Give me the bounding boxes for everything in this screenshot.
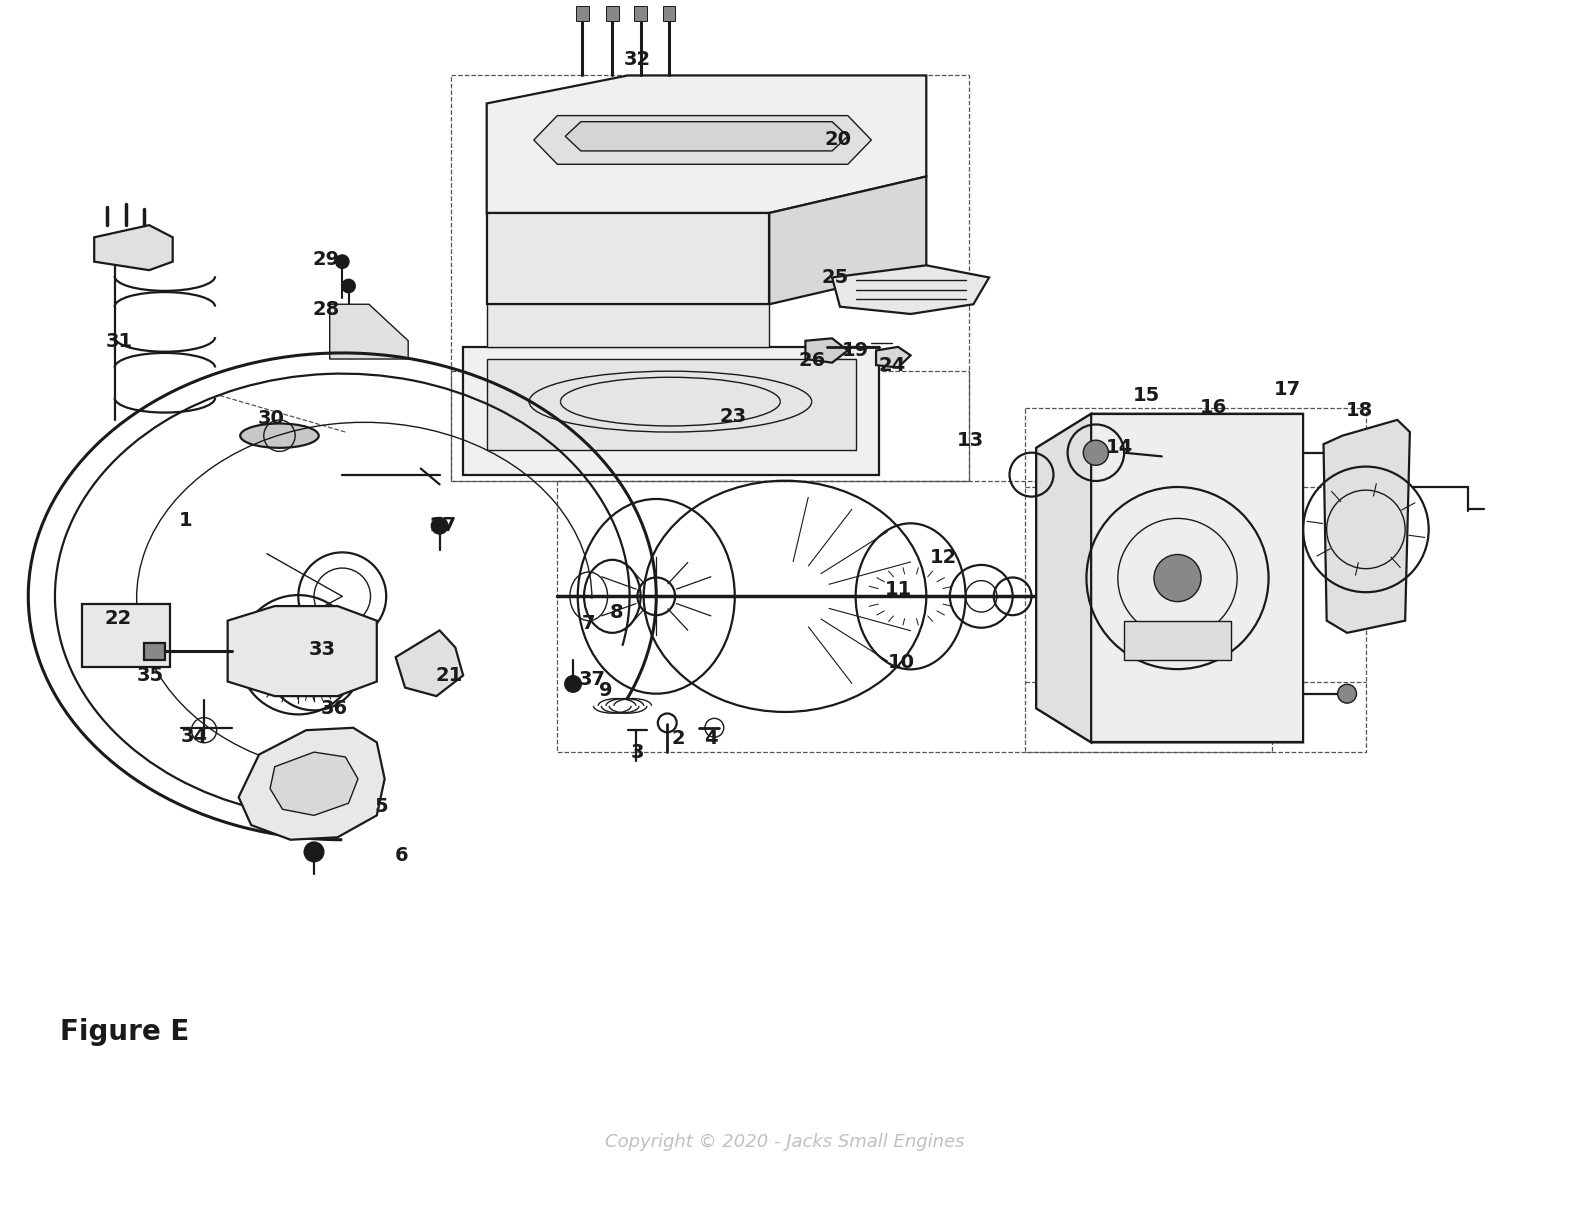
- Text: 9: 9: [600, 680, 612, 700]
- Polygon shape: [487, 359, 856, 450]
- Polygon shape: [144, 643, 165, 660]
- Text: 17: 17: [1273, 380, 1302, 399]
- Circle shape: [336, 256, 349, 268]
- Polygon shape: [1036, 414, 1091, 742]
- Text: 27: 27: [429, 516, 457, 535]
- Polygon shape: [463, 347, 879, 475]
- Text: 34: 34: [181, 727, 209, 746]
- Polygon shape: [832, 265, 989, 314]
- Circle shape: [565, 677, 581, 691]
- Polygon shape: [330, 304, 408, 359]
- Polygon shape: [396, 630, 463, 696]
- Text: 33: 33: [308, 640, 336, 660]
- Polygon shape: [1036, 414, 1303, 742]
- Bar: [1124, 621, 1231, 660]
- Polygon shape: [270, 752, 358, 815]
- Text: 23: 23: [719, 406, 747, 426]
- Circle shape: [1083, 441, 1108, 465]
- Circle shape: [283, 639, 314, 671]
- Bar: [606, 6, 619, 21]
- Text: 7: 7: [582, 613, 595, 633]
- Ellipse shape: [240, 424, 319, 448]
- Text: 11: 11: [884, 579, 912, 599]
- Text: 28: 28: [312, 299, 341, 319]
- Bar: [576, 6, 589, 21]
- Polygon shape: [487, 304, 769, 347]
- Text: Figure E: Figure E: [60, 1017, 188, 1047]
- Text: 22: 22: [104, 608, 132, 628]
- Polygon shape: [228, 606, 377, 696]
- Text: 2: 2: [672, 729, 685, 748]
- Text: 13: 13: [956, 431, 984, 450]
- Text: 20: 20: [824, 130, 853, 150]
- Text: 35: 35: [137, 666, 165, 685]
- Text: 15: 15: [1132, 386, 1160, 405]
- Bar: [634, 6, 647, 21]
- Polygon shape: [239, 728, 385, 840]
- Text: 5: 5: [375, 797, 388, 817]
- Text: 19: 19: [842, 341, 870, 360]
- Polygon shape: [876, 347, 911, 368]
- Text: 21: 21: [435, 666, 463, 685]
- Text: 31: 31: [105, 332, 133, 352]
- Text: 16: 16: [1199, 398, 1228, 417]
- Text: 3: 3: [631, 742, 644, 762]
- Polygon shape: [1324, 420, 1410, 633]
- Circle shape: [1154, 555, 1201, 601]
- Text: 26: 26: [798, 350, 826, 370]
- Polygon shape: [805, 338, 848, 363]
- Text: 29: 29: [312, 249, 341, 269]
- Text: 6: 6: [396, 846, 408, 865]
- Circle shape: [305, 842, 323, 862]
- Polygon shape: [487, 213, 769, 304]
- Text: 24: 24: [878, 355, 906, 375]
- Text: 18: 18: [1345, 400, 1374, 420]
- Text: 4: 4: [705, 729, 717, 748]
- Circle shape: [342, 280, 355, 292]
- Text: 14: 14: [1105, 438, 1134, 458]
- Circle shape: [432, 518, 447, 533]
- Text: 36: 36: [320, 699, 349, 718]
- Polygon shape: [82, 604, 170, 667]
- Text: 30: 30: [257, 409, 286, 428]
- Circle shape: [1338, 684, 1356, 703]
- Text: 12: 12: [929, 548, 958, 567]
- Polygon shape: [487, 75, 926, 213]
- Text: 10: 10: [887, 652, 915, 672]
- Polygon shape: [94, 225, 173, 270]
- Text: 37: 37: [578, 669, 606, 689]
- Polygon shape: [565, 122, 848, 151]
- Circle shape: [1338, 443, 1356, 462]
- Polygon shape: [534, 116, 871, 164]
- Text: 1: 1: [179, 511, 192, 531]
- Text: 25: 25: [821, 268, 849, 287]
- Text: 32: 32: [623, 50, 652, 69]
- Text: 8: 8: [611, 602, 623, 622]
- Text: Copyright © 2020 - Jacks Small Engines: Copyright © 2020 - Jacks Small Engines: [606, 1133, 964, 1150]
- Bar: [663, 6, 675, 21]
- Polygon shape: [769, 176, 926, 304]
